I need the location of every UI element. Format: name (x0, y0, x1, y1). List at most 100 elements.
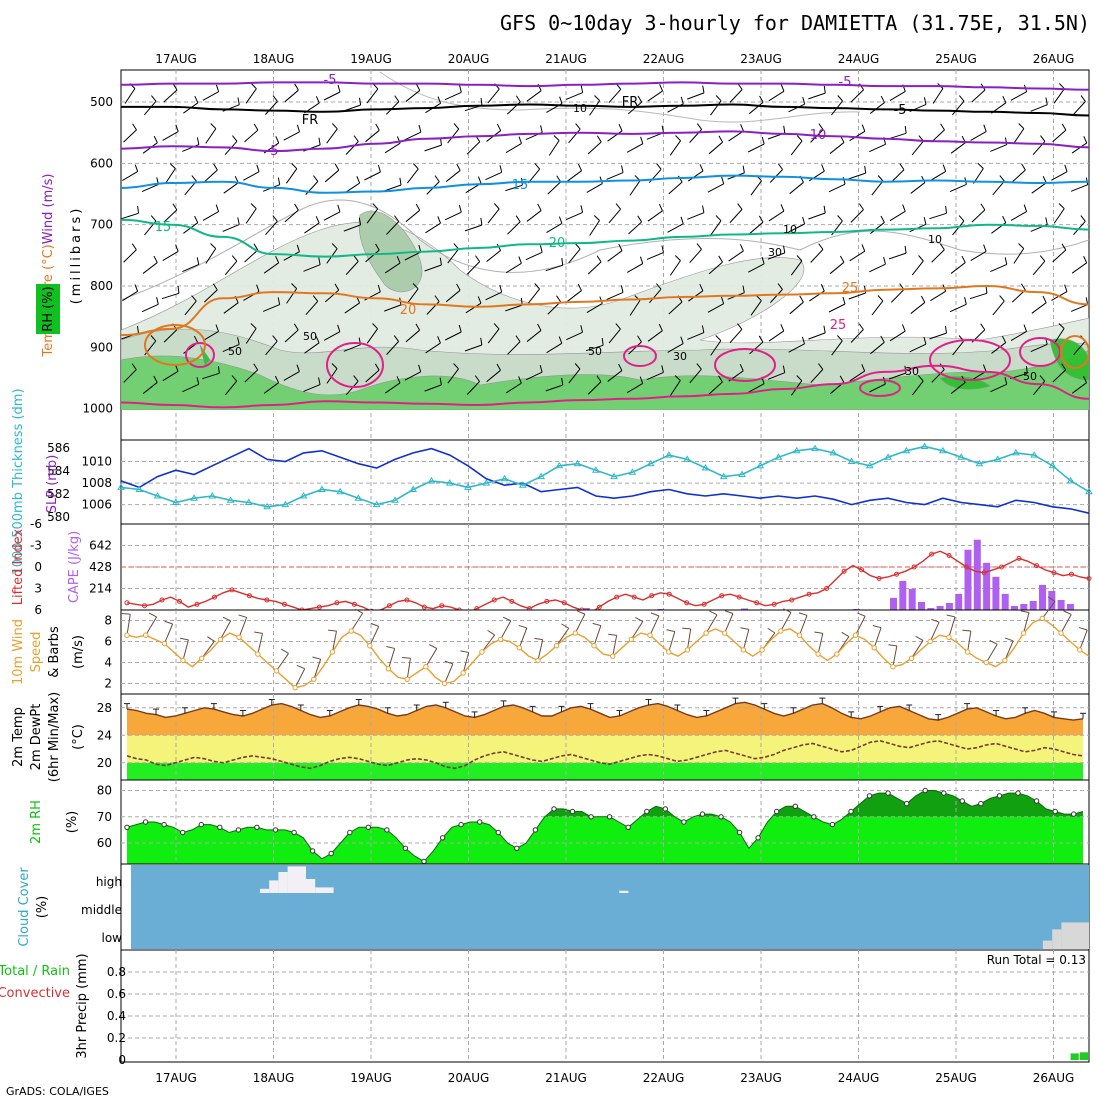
barb-staff (670, 380, 681, 396)
barb-staff (949, 303, 967, 313)
barb-flag (353, 135, 359, 142)
barb-staff (121, 212, 139, 220)
rh-contour-label: 50 (1023, 370, 1037, 383)
barb-flag (718, 135, 724, 143)
wind-barb (202, 324, 219, 341)
barb-flag (880, 215, 885, 223)
thickness-marker (719, 472, 728, 480)
wind-barb (222, 217, 240, 232)
barb-flag (1023, 324, 1027, 332)
surface-barb (180, 637, 189, 661)
surface-barb (814, 631, 824, 655)
wind-barb (669, 255, 681, 276)
barb-staff (808, 92, 826, 100)
barb-staff (950, 262, 966, 274)
run-total: Run Total = 0.13 (987, 953, 1086, 967)
barb-staff (687, 170, 704, 182)
cloud-bg (131, 865, 1089, 949)
thickness-marker (1030, 451, 1039, 458)
barb-flag (656, 163, 662, 170)
cloud-row-label: low (102, 931, 123, 945)
barb-staff (507, 341, 521, 355)
barb-flag (658, 203, 663, 212)
barb-flag (518, 136, 522, 144)
barb-staff (789, 181, 804, 195)
isotherm-20-loop (144, 324, 206, 366)
precip-bar (1079, 1052, 1088, 1060)
barb-staff (142, 382, 158, 394)
barb-staff (386, 341, 400, 355)
cloud-high-seg (278, 872, 288, 893)
wind-barb (386, 215, 400, 235)
surface-barb-flag (841, 631, 850, 638)
thickness-marker (939, 446, 947, 454)
barb-staff (305, 300, 319, 316)
thickness-marker (993, 455, 1002, 462)
wind-speed-marker (273, 668, 280, 674)
wind-barb (890, 163, 905, 183)
surface-barb-flag (767, 627, 776, 634)
wind-barb (587, 375, 602, 395)
barb-staff (406, 168, 419, 184)
isotherm-6 (121, 364, 1089, 409)
wind-speed-marker (180, 657, 186, 664)
barb-staff (141, 303, 159, 313)
barb-staff (889, 330, 906, 342)
wind-barb (829, 255, 845, 275)
barb-flag (539, 364, 543, 373)
barb-flag (518, 376, 522, 384)
barb-flag (134, 284, 139, 292)
barb-flag (661, 125, 665, 133)
wind-barb (931, 123, 945, 143)
barb-flag (758, 215, 764, 223)
barb-staff (687, 212, 705, 220)
wind-series: 8 6 4 2 (104, 596, 1090, 694)
surface-barb-flag (238, 614, 247, 618)
thickness-marker (482, 479, 491, 486)
barb-flag (272, 215, 278, 222)
temp-panel: 28 24 20 2m Temp 2m DewPt (6hr Min/Max) (°… (11, 692, 1090, 782)
barb-flag (393, 335, 400, 342)
surface-barb-staff (967, 630, 972, 653)
cloud-high-seg (269, 880, 279, 893)
wind-barb (424, 377, 442, 392)
wind-tick: 6 (104, 635, 112, 649)
barb-staff (626, 263, 644, 273)
wind-speed-marker (927, 638, 933, 645)
surface-barb-flag (915, 635, 924, 641)
wind-barb (1052, 123, 1067, 143)
thickness-marker (847, 457, 856, 464)
precip-tick: 0.8 (107, 965, 126, 979)
lifted-marker (246, 593, 252, 599)
surface-barb-flag (328, 629, 337, 632)
barb-flag (394, 95, 400, 102)
barb-staff (526, 210, 542, 222)
barb-staff (566, 170, 582, 182)
barb-staff (163, 89, 178, 103)
barb-flag (134, 164, 139, 172)
barb-flag (904, 126, 907, 134)
barb-flag (172, 203, 178, 211)
wind-tick: 2 (104, 677, 112, 691)
wind-speed-marker (217, 636, 224, 643)
isotherm-0 (121, 81, 1089, 91)
rh-marker (458, 821, 464, 828)
barb-flag (659, 84, 664, 92)
rh-marker (180, 829, 186, 836)
date-label-top: 24AUG (838, 52, 880, 66)
lifted-marker (946, 553, 952, 558)
barb-flag (818, 243, 824, 250)
wind-label: 10m Wind (11, 619, 26, 685)
wind-barb (870, 95, 885, 114)
wind-barb (424, 257, 442, 272)
surface-barb-flag (1020, 610, 1030, 614)
surface-barb-flag (370, 622, 379, 627)
lifted-marker (999, 564, 1004, 570)
surface-barb (780, 608, 792, 632)
wind-speed-marker (348, 628, 354, 634)
barb-flag (437, 96, 442, 104)
barb-staff (365, 249, 380, 263)
barb-staff (182, 263, 199, 273)
wind-barb (828, 296, 846, 313)
wind-barb (244, 243, 259, 263)
